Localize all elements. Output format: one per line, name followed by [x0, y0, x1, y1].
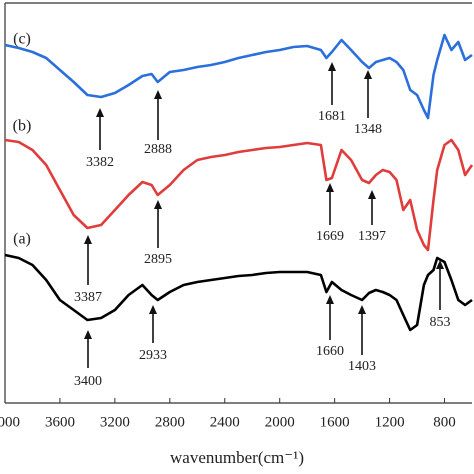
- x-tick-label: 2400: [210, 414, 240, 430]
- arrow-head: [328, 62, 336, 71]
- arrow-head: [84, 235, 92, 244]
- arrow-head: [84, 330, 92, 339]
- arrow-head: [368, 190, 376, 199]
- x-tick-label: 4000: [0, 414, 20, 430]
- peak-label: 1397: [358, 229, 386, 244]
- x-axis-label: wavenumber(cm⁻¹): [170, 448, 304, 467]
- peak-label: 1681: [318, 109, 346, 124]
- arrow-head: [326, 183, 334, 192]
- x-tick-label: 1200: [375, 414, 405, 430]
- spectrum-line: [4, 138, 474, 252]
- series-label: (a): [13, 231, 31, 248]
- peak-label: 3400: [74, 374, 102, 389]
- arrow-head: [154, 90, 162, 99]
- peak-label: 2895: [144, 252, 172, 267]
- peak-label: 3382: [86, 155, 114, 170]
- x-tick-label: 2000: [265, 414, 295, 430]
- x-tick-label: 1600: [320, 414, 350, 430]
- x-tick-label: 3600: [45, 414, 75, 430]
- x-tick-label: 2800: [155, 414, 185, 430]
- spectrum-line: [4, 33, 473, 120]
- arrow-head: [96, 108, 104, 117]
- peak-label: 2888: [144, 142, 172, 157]
- peak-label: 2933: [139, 348, 167, 363]
- spectrum-line: [4, 253, 473, 332]
- arrow-head: [154, 200, 162, 209]
- series-label: (b): [13, 118, 32, 135]
- series-label: (c): [13, 31, 31, 48]
- peak-label: 3387: [74, 290, 102, 305]
- peak-label: 1348: [354, 122, 382, 137]
- arrow-head: [364, 70, 372, 79]
- arrow-head: [149, 305, 157, 314]
- arrow-head: [358, 305, 366, 314]
- peak-label: 1669: [316, 229, 344, 244]
- peak-label: 853: [430, 315, 451, 330]
- peak-label: 1660: [316, 344, 344, 359]
- x-tick-label: 3200: [100, 414, 130, 430]
- x-tick-label: 800: [433, 414, 456, 430]
- arrow-head: [436, 260, 444, 269]
- arrow-head: [326, 295, 334, 304]
- peak-label: 1403: [348, 359, 376, 374]
